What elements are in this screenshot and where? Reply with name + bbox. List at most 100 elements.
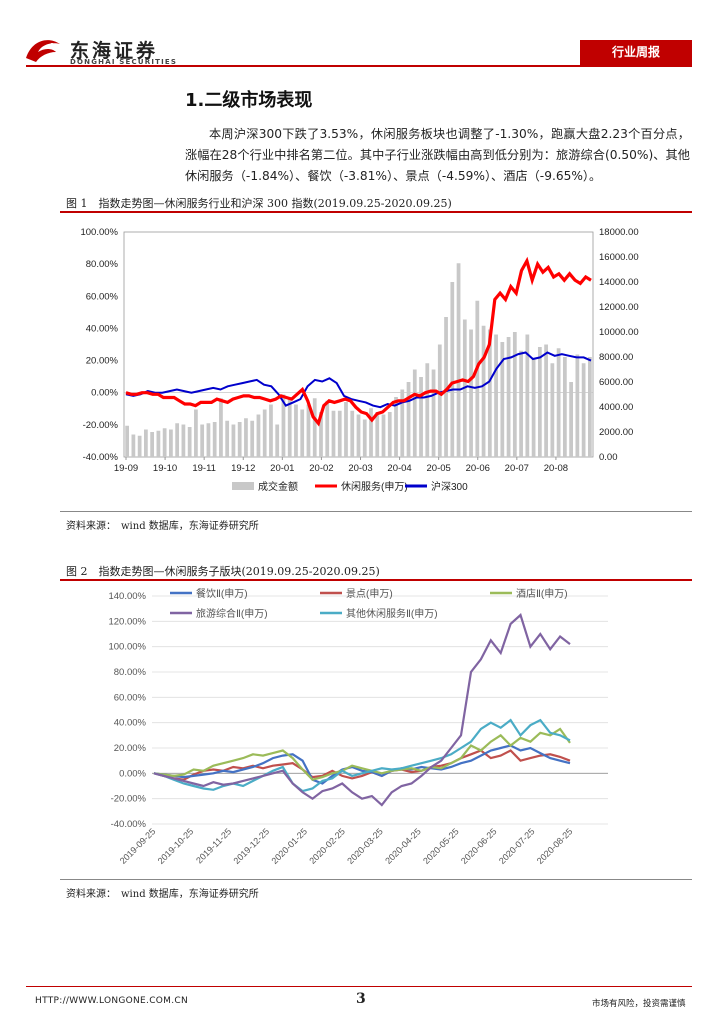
turnover-bar	[231, 424, 236, 457]
turnover-bar	[419, 377, 423, 457]
figure2-bottom-rule	[60, 879, 692, 880]
turnover-bar	[519, 350, 523, 457]
turnover-bar	[544, 344, 548, 457]
company-name-en: DONGHAI SECURITIES	[70, 58, 178, 66]
turnover-bar	[506, 337, 511, 457]
turnover-bar	[275, 424, 280, 457]
section-title: 1.二级市场表现	[185, 90, 313, 111]
turnover-bar	[269, 404, 273, 457]
turnover-bar	[169, 429, 173, 457]
turnover-bar	[206, 423, 211, 457]
turnover-bar	[450, 282, 455, 457]
figure2-series-lines	[153, 613, 571, 807]
turnover-bar	[181, 424, 186, 457]
x-tick-label: 20-01	[270, 463, 294, 474]
series-line-3	[153, 613, 571, 807]
turnover-bar	[425, 363, 430, 457]
y-left-tick-label: 40.00%	[86, 323, 119, 334]
turnover-bar	[581, 363, 586, 457]
x-tick-label: 20-07	[505, 463, 529, 474]
x-tick-label: 19-12	[231, 463, 255, 474]
turnover-bar	[406, 382, 411, 457]
series-line-leisure	[125, 256, 592, 427]
turnover-bar	[131, 434, 136, 457]
figure1-source: 资料来源： wind 数据库，东海证券研究所	[66, 521, 259, 532]
footer-url[interactable]: HTTP://WWW.LONGONE.COM.CN	[35, 996, 189, 1006]
y-right-tick-label: 18000.00	[599, 227, 639, 238]
x-tick-label: 20-05	[427, 463, 451, 474]
turnover-bar	[150, 432, 155, 457]
x-tick-label: 2020-07-25	[497, 826, 537, 866]
turnover-bar	[494, 334, 498, 457]
turnover-bar	[344, 402, 348, 457]
dragon-logo-icon	[26, 40, 60, 62]
figure1-caption: 图 1 指数走势图—休闲服务行业和沪深 300 指数(2019.09.25-20…	[66, 197, 452, 210]
x-tick-label: 2020-02-25	[307, 826, 347, 866]
turnover-bar	[244, 418, 248, 457]
turnover-bar	[137, 435, 142, 457]
y-tick-label: -40.00%	[111, 819, 147, 830]
turnover-bar	[287, 397, 292, 457]
x-tick-label: 19-09	[114, 463, 138, 474]
y-right-tick-label: 16000.00	[599, 252, 639, 263]
turnover-bar	[375, 412, 380, 457]
turnover-bar	[312, 398, 317, 457]
turnover-bar	[456, 263, 461, 457]
turnover-bar	[431, 369, 436, 457]
turnover-bar	[325, 400, 330, 457]
y-right-tick-label: 12000.00	[599, 302, 639, 313]
turnover-bar	[162, 428, 167, 457]
legend-label: 其他休闲服务Ⅱ(申万)	[346, 607, 438, 620]
turnover-bar	[362, 419, 367, 457]
x-tick-label: 2019-10-25	[156, 826, 196, 866]
legend-label: 餐饮Ⅱ(申万)	[196, 587, 248, 600]
turnover-bar	[531, 359, 536, 457]
y-tick-label: 140.00%	[108, 591, 146, 602]
company-name-cn: 东海证券	[70, 40, 159, 62]
figure2-caption: 图 2 指数走势图—休闲服务子版块(2019.09.25-2020.09.25)	[66, 565, 380, 578]
footer-divider	[26, 986, 692, 987]
x-tick-label: 2020-04-25	[383, 826, 423, 866]
x-tick-label: 2020-08-25	[535, 826, 575, 866]
figure2-top-rule	[60, 579, 692, 581]
turnover-bar	[444, 317, 448, 457]
turnover-bar	[250, 420, 255, 457]
x-tick-label: 2020-03-25	[345, 826, 385, 866]
legend-label: 旅游综合Ⅱ(申万)	[196, 607, 268, 620]
turnover-bar	[400, 389, 405, 457]
legend-swatch	[232, 482, 254, 490]
turnover-bar	[350, 410, 355, 457]
turnover-bar	[125, 425, 130, 457]
y-left-tick-label: 60.00%	[86, 291, 119, 302]
y-left-tick-label: 20.00%	[86, 356, 119, 367]
y-tick-label: 100.00%	[108, 642, 146, 653]
y-right-tick-label: 8000.00	[599, 352, 633, 363]
turnover-bar	[144, 429, 148, 457]
series-line-0	[153, 744, 571, 785]
turnover-bar	[475, 300, 480, 457]
turnover-bar	[481, 325, 486, 457]
turnover-bar	[569, 382, 573, 457]
y-tick-label: 60.00%	[114, 692, 147, 703]
turnover-bar	[369, 408, 373, 457]
figure1-top-rule	[60, 211, 692, 213]
y-tick-label: 20.00%	[114, 743, 147, 754]
turnover-bar	[212, 422, 217, 457]
figure1-chart: 100.00% 80.00% 60.00% 40.00% 20.00% 0.00% -20.…	[80, 227, 639, 493]
turnover-bar	[331, 410, 336, 457]
turnover-bar	[500, 342, 505, 457]
figure2-tick-labels: 140.00% 120.00% 100.00% 80.00% 60.00% 40.00% 2…	[108, 591, 574, 866]
turnover-bar	[537, 347, 542, 457]
y-tick-label: 80.00%	[114, 667, 147, 678]
turnover-bar	[387, 412, 392, 457]
x-tick-label: 20-03	[348, 463, 372, 474]
turnover-bar	[356, 414, 361, 457]
y-left-tick-label: 100.00%	[80, 227, 118, 238]
figure2-source: 资料来源： wind 数据库，东海证券研究所	[66, 889, 259, 900]
turnover-bar	[300, 409, 305, 457]
x-tick-label: 19-11	[192, 463, 216, 474]
turnover-bar	[337, 410, 342, 457]
x-tick-label: 19-10	[153, 463, 177, 474]
turnover-bar	[194, 409, 198, 457]
turnover-bar	[200, 424, 205, 457]
